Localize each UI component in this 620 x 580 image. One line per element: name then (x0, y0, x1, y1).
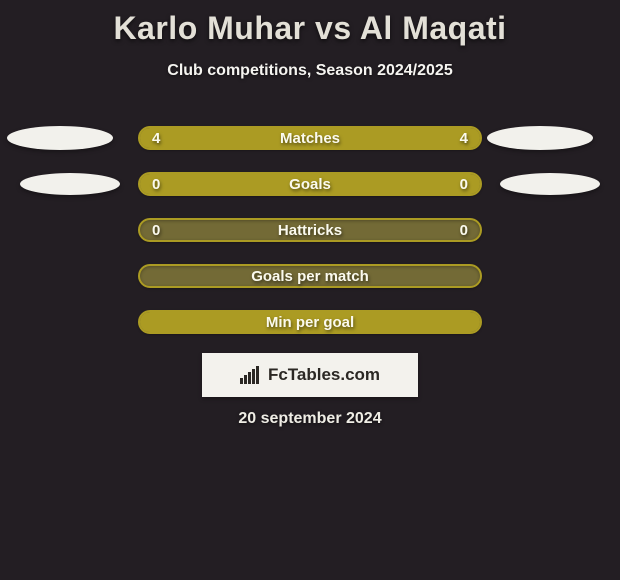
stat-bar: Matches4 4 (138, 126, 482, 150)
stat-label: Matches (140, 128, 480, 148)
player-left-ellipse (7, 126, 113, 150)
stat-label: Goals (140, 174, 480, 194)
stat-value-left: 0 (152, 174, 160, 194)
stat-label: Min per goal (140, 312, 480, 332)
stat-label: Hattricks (140, 220, 480, 240)
brand-text: FcTables.com (268, 365, 380, 385)
stat-bar: Goals0 0 (138, 172, 482, 196)
player-left-ellipse (20, 173, 120, 195)
stat-value-right: 4 (460, 128, 468, 148)
stat-bar: Hattricks0 0 (138, 218, 482, 242)
stat-value-right: 0 (460, 220, 468, 240)
stat-bar: Min per goal (138, 310, 482, 334)
page-title: Karlo Muhar vs Al Maqati (0, 10, 620, 47)
bar-chart-icon (240, 366, 262, 384)
comparison-infographic: Karlo Muhar vs Al Maqati Club competitio… (0, 0, 620, 580)
player-right-ellipse (500, 173, 600, 195)
stat-value-left: 0 (152, 220, 160, 240)
player-right-ellipse (487, 126, 593, 150)
stat-value-right: 0 (460, 174, 468, 194)
stat-label: Goals per match (140, 266, 480, 286)
stat-bar: Goals per match (138, 264, 482, 288)
stat-value-left: 4 (152, 128, 160, 148)
brand-box: FcTables.com (202, 353, 418, 397)
subtitle: Club competitions, Season 2024/2025 (0, 62, 620, 80)
date-label: 20 september 2024 (0, 410, 620, 428)
